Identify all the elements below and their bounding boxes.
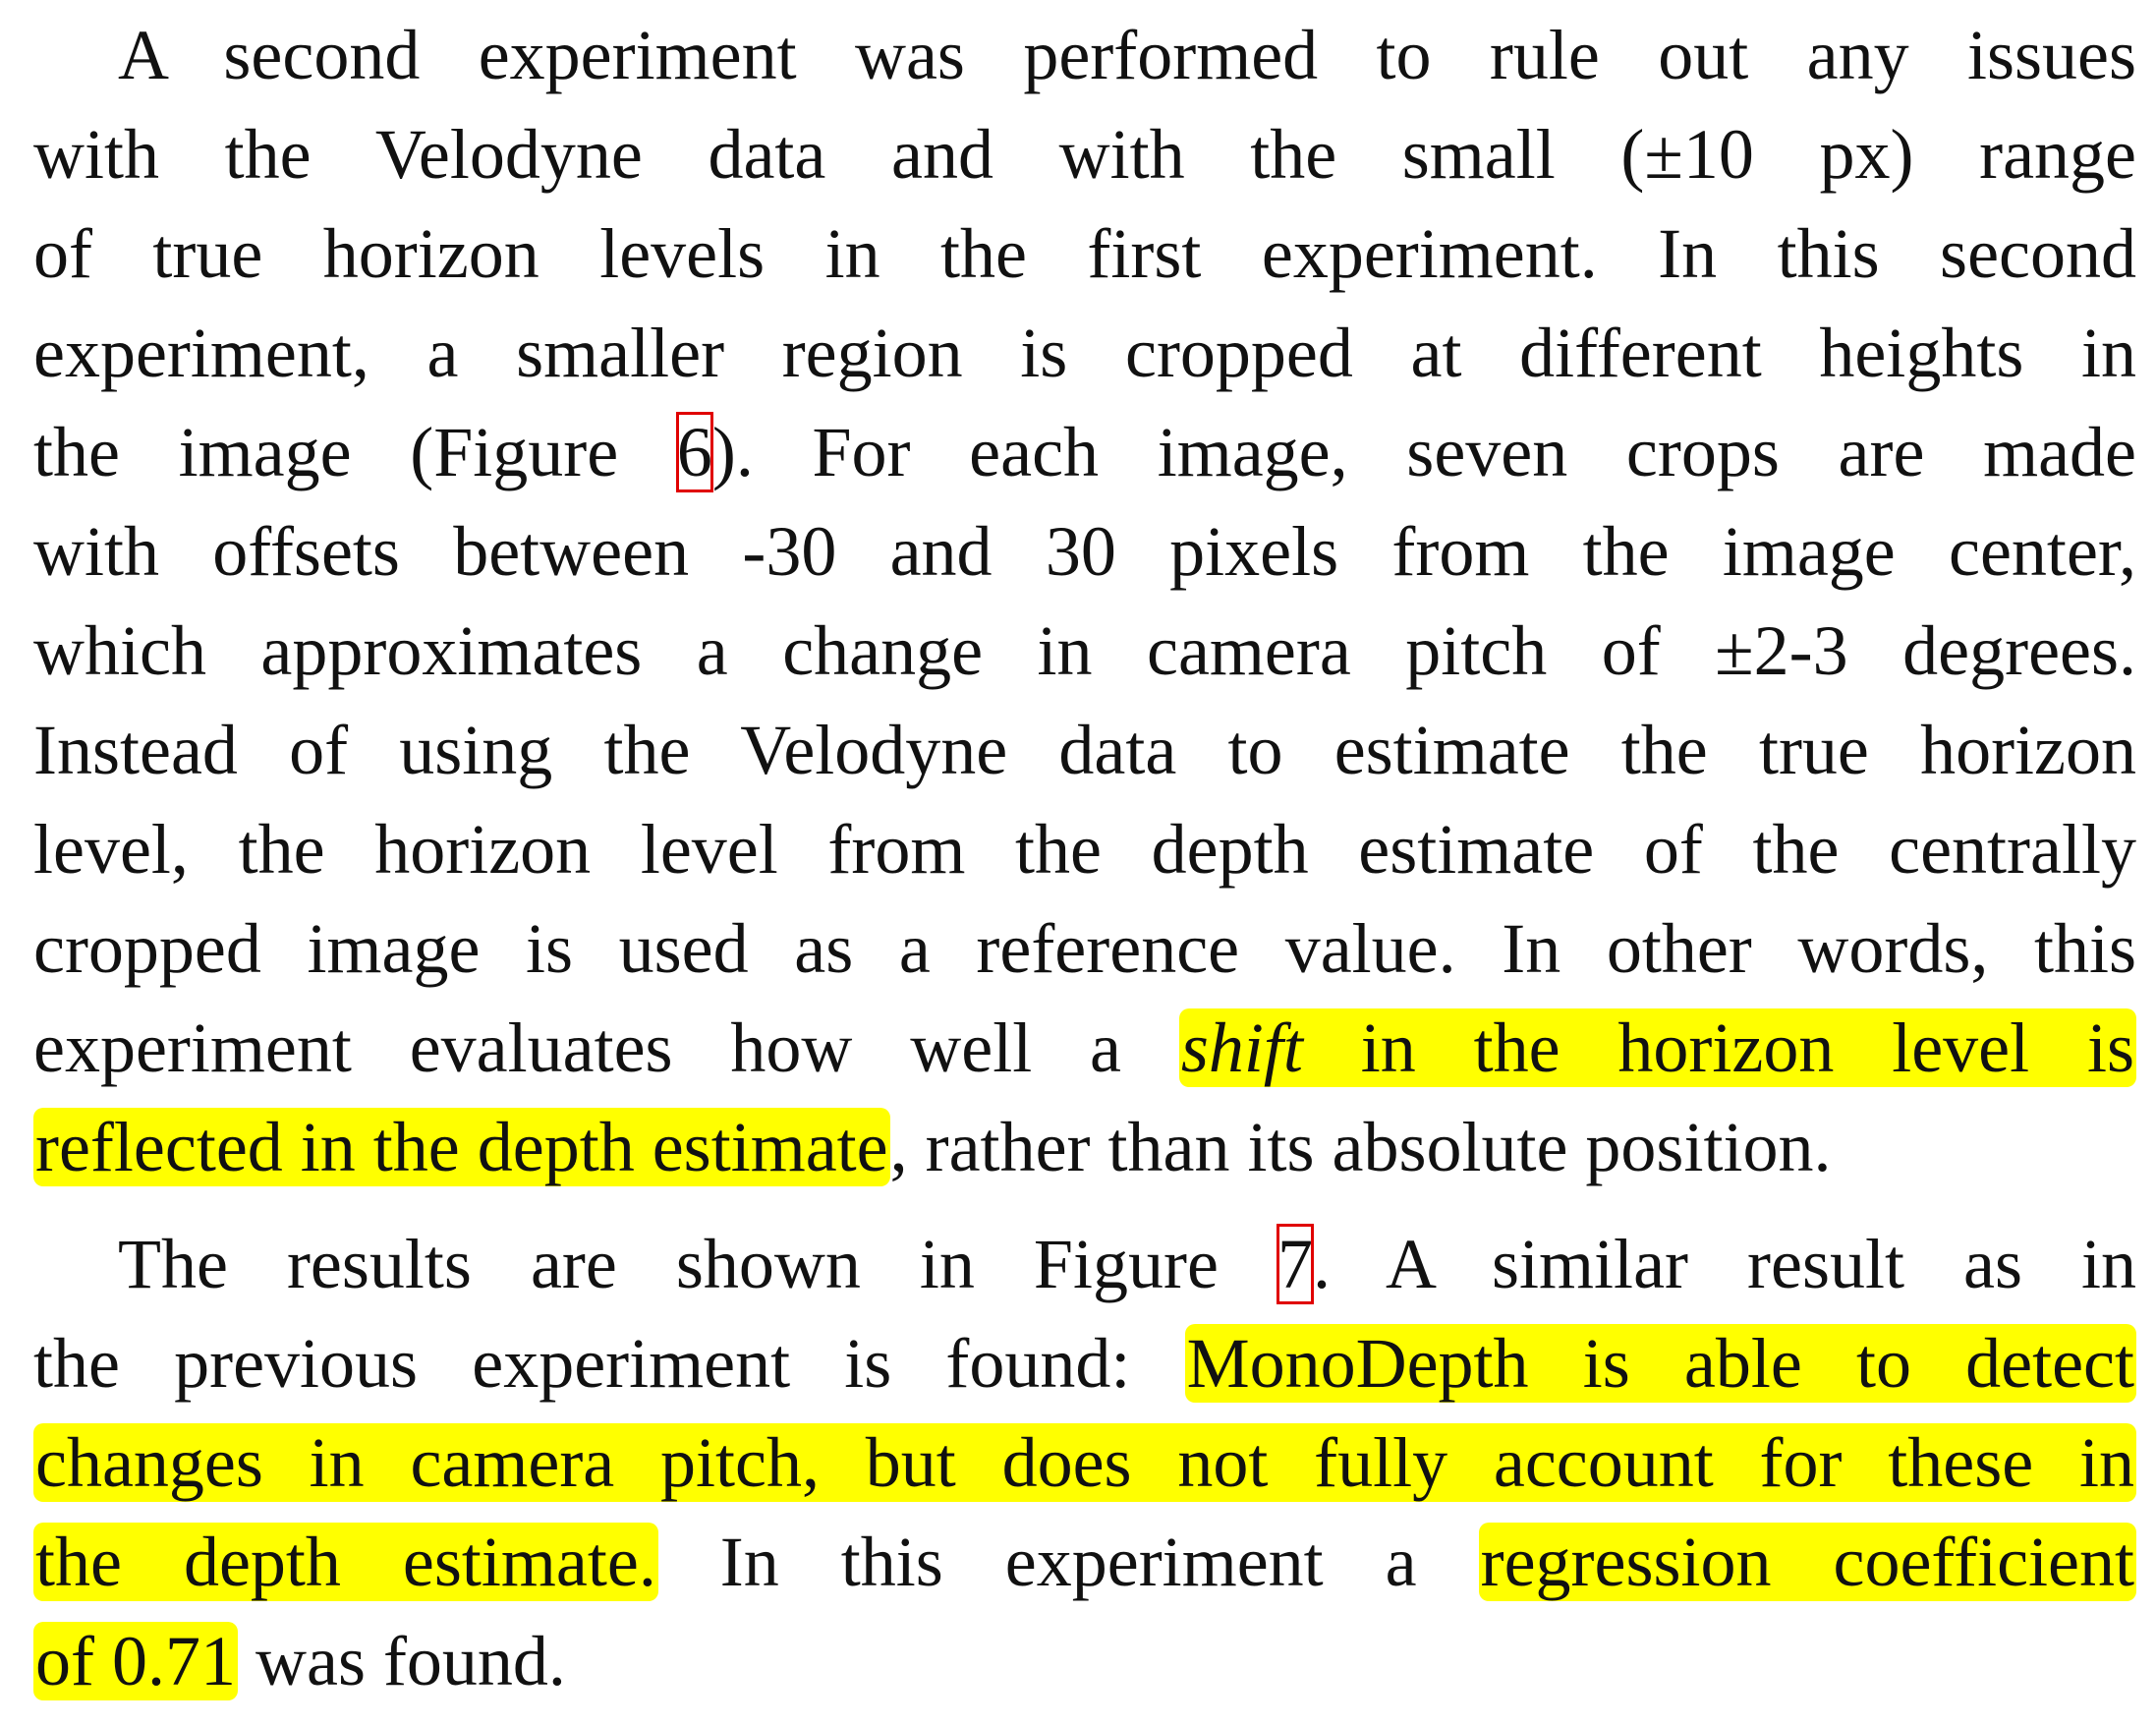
text-line: Instead of using the Velodyne data to es… bbox=[33, 711, 2136, 789]
text-fragment: . A similar result as in bbox=[1312, 1225, 2136, 1303]
text-line: of true horizon levels in the first expe… bbox=[33, 214, 2136, 293]
text-line: The results are shown in Figure 7. A sim… bbox=[33, 1215, 2136, 1314]
text-line: level, the horizon level from the depth … bbox=[33, 810, 2136, 889]
text-fragment: , rather than its absolute position. bbox=[889, 1108, 1832, 1186]
paragraph-1: A second experiment was performed to rul… bbox=[33, 6, 2136, 1197]
text-fragment: was found. bbox=[237, 1622, 566, 1700]
text-line: with offsets between -30 and 30 pixels f… bbox=[33, 512, 2136, 591]
figure-6-reference-link[interactable]: 6 bbox=[675, 412, 713, 492]
text-fragment: ). For each image, seven crops are made bbox=[711, 413, 2136, 491]
emphasis-text: shift bbox=[1180, 1008, 1303, 1087]
highlight: shift in the horizon level is bbox=[1178, 1008, 2136, 1087]
text-line: experiment evaluates how well a shift in… bbox=[33, 999, 2136, 1098]
text-fragment: experiment evaluates how well a bbox=[33, 1008, 1179, 1087]
text-line: the previous experiment is found: MonoDe… bbox=[33, 1314, 2136, 1413]
document-page: A second experiment was performed to rul… bbox=[33, 6, 2136, 1711]
text-fragment: The results are shown in Figure bbox=[118, 1225, 1277, 1303]
text-line: reflected in the depth estimate, rather … bbox=[33, 1098, 2136, 1197]
figure-7-reference-link[interactable]: 7 bbox=[1276, 1224, 1314, 1304]
text-line: with the Velodyne data and with the smal… bbox=[33, 115, 2136, 194]
highlighted-text: changes in camera pitch, but does not fu… bbox=[33, 1423, 2136, 1502]
text-line: changes in camera pitch, but does not fu… bbox=[33, 1413, 2136, 1513]
paragraph-2: The results are shown in Figure 7. A sim… bbox=[33, 1215, 2136, 1711]
highlighted-text: reflected in the depth estimate bbox=[33, 1108, 890, 1186]
text-fragment: In this experiment a bbox=[657, 1523, 1479, 1601]
highlighted-text: MonoDepth is able to detect bbox=[1184, 1324, 2136, 1403]
text-line: which approximates a change in camera pi… bbox=[33, 611, 2136, 690]
text-line: of 0.71 was found. bbox=[33, 1612, 2136, 1711]
text-line: experiment, a smaller region is cropped … bbox=[33, 314, 2136, 392]
text-line: cropped image is used as a reference val… bbox=[33, 909, 2136, 988]
highlighted-text: the depth estimate. bbox=[33, 1523, 658, 1601]
text-fragment: the previous experiment is found: bbox=[33, 1324, 1185, 1403]
highlighted-text: regression coefficient bbox=[1478, 1523, 2136, 1601]
highlighted-text: of 0.71 bbox=[33, 1622, 238, 1700]
highlighted-text: in the horizon level is bbox=[1302, 1008, 2134, 1087]
text-line: the image (Figure 6). For each image, se… bbox=[33, 403, 2136, 502]
text-line: A second experiment was performed to rul… bbox=[118, 16, 2136, 94]
text-line: the depth estimate. In this experiment a… bbox=[33, 1513, 2136, 1612]
text-fragment: the image (Figure bbox=[33, 413, 677, 491]
